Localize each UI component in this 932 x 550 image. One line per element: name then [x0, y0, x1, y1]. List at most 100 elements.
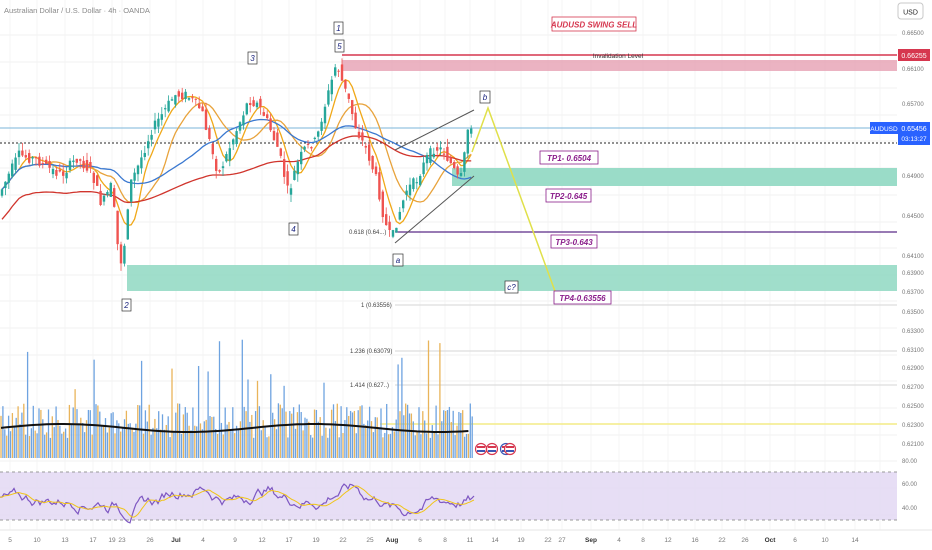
invalidation-zone — [342, 60, 897, 71]
candle-body — [249, 103, 252, 106]
wave-label-c: c? — [504, 280, 519, 294]
volume-ma-line — [0, 423, 469, 433]
candle-body — [354, 112, 357, 129]
time-tick-label: 25 — [366, 537, 374, 544]
candle-body — [317, 131, 320, 137]
candle-body — [17, 150, 21, 158]
candle-body — [102, 195, 106, 202]
candle-body — [235, 131, 238, 145]
candle-body — [334, 67, 337, 76]
candle-body — [68, 160, 72, 170]
candle-body — [170, 99, 174, 101]
tp4-label-box: TP4-0.63556 — [553, 290, 612, 305]
candle-body — [470, 128, 473, 134]
candle-body — [306, 143, 310, 145]
wave-label-2: 2 — [121, 298, 132, 312]
time-tick-label: 12 — [258, 537, 266, 544]
time-tick-label: 14 — [851, 537, 859, 544]
candle-body — [191, 97, 194, 99]
tp4-label: TP4-0.63556 — [559, 294, 606, 303]
candle-body — [391, 230, 395, 237]
candle-body — [446, 146, 449, 161]
chart-title-box: AUDUSD SWING SELL — [550, 16, 637, 32]
candle-body — [381, 191, 384, 218]
wedge-upper-line — [394, 109, 475, 151]
time-tick-label: 14 — [491, 537, 499, 544]
svg-text:b: b — [483, 93, 488, 102]
candle-body — [456, 166, 459, 175]
svg-text:4: 4 — [291, 225, 296, 234]
candle-body — [177, 91, 180, 97]
wave-label-b: b — [479, 90, 491, 104]
tp1-label-box: TP1- 0.6504 — [539, 150, 599, 165]
candle-body — [245, 103, 248, 115]
candle-body — [364, 146, 367, 148]
price-tick-label: 0.66500 — [902, 31, 924, 37]
candle-body — [45, 159, 48, 164]
candle-body — [449, 157, 452, 164]
time-tick-label: 5 — [8, 537, 12, 544]
price-tick-label: 0.62500 — [902, 404, 924, 410]
candle-body — [11, 163, 14, 177]
candle-body — [337, 70, 340, 72]
tp1-label: TP1- 0.6504 — [547, 154, 592, 163]
time-tick-label: 19 — [108, 537, 116, 544]
candle-body — [398, 211, 401, 220]
candle-body — [286, 171, 289, 186]
candle-body — [368, 144, 371, 161]
time-tick-label: 4 — [201, 537, 205, 544]
candle-body — [198, 103, 201, 109]
svg-text:5: 5 — [337, 42, 342, 51]
wave-label-1: 1 — [333, 21, 344, 35]
currency-button[interactable]: USD — [897, 2, 924, 20]
currency-button-label[interactable]: USD — [903, 10, 918, 17]
price-axis[interactable] — [897, 0, 932, 530]
svg-text:a: a — [396, 256, 401, 265]
time-tick-label: Jul — [171, 537, 181, 544]
candle-body — [48, 160, 51, 168]
invalidation-price-tag — [898, 49, 930, 61]
candle-body — [153, 120, 157, 130]
us-flag-event-icon[interactable] — [503, 442, 517, 456]
symbol-tag-label: AUDUSD — [870, 126, 898, 133]
candle-body — [442, 153, 446, 155]
candle-body — [58, 169, 61, 172]
candle-body — [113, 188, 116, 207]
wave-label-4: 4 — [288, 222, 299, 236]
time-tick-label: 22 — [544, 537, 552, 544]
us-flag-event-icon[interactable] — [485, 442, 499, 456]
candle-body — [371, 155, 374, 170]
candle-body — [266, 114, 269, 119]
projection-path — [471, 105, 557, 295]
candle-body — [238, 122, 242, 131]
candle-body — [208, 128, 211, 139]
rsi-axis-ticks: 80.00 60.00 40.00 — [902, 459, 918, 512]
candle-body — [269, 118, 272, 131]
candle-body — [272, 131, 276, 141]
symbol-title[interactable]: Australian Dollar / U.S. Dollar · 4h · O… — [4, 6, 150, 15]
candle-body — [408, 184, 412, 196]
candle-body — [38, 156, 41, 166]
price-tick-label: 0.63500 — [902, 310, 924, 316]
us-flag-event-icon[interactable] — [474, 442, 488, 456]
candle-body — [232, 139, 235, 145]
candle-body — [75, 158, 78, 163]
time-tick-label: 27 — [558, 537, 566, 544]
candle-body — [99, 190, 102, 206]
wedge-lower-line — [394, 175, 475, 244]
candle-body — [340, 64, 344, 81]
candle-body — [133, 172, 136, 181]
time-tick-label: 4 — [617, 537, 621, 544]
price-tick-label: 0.64900 — [902, 174, 924, 180]
candle-body — [109, 182, 112, 197]
candle-body — [41, 163, 44, 165]
candle-body — [463, 152, 466, 172]
candle-body — [150, 134, 153, 140]
time-tick-label: 8 — [443, 537, 447, 544]
svg-text:c?: c? — [507, 283, 516, 292]
candle-body — [130, 179, 133, 202]
candle-body — [181, 92, 184, 100]
price-tick-label: 0.63900 — [902, 271, 924, 277]
candle-body — [330, 79, 333, 95]
